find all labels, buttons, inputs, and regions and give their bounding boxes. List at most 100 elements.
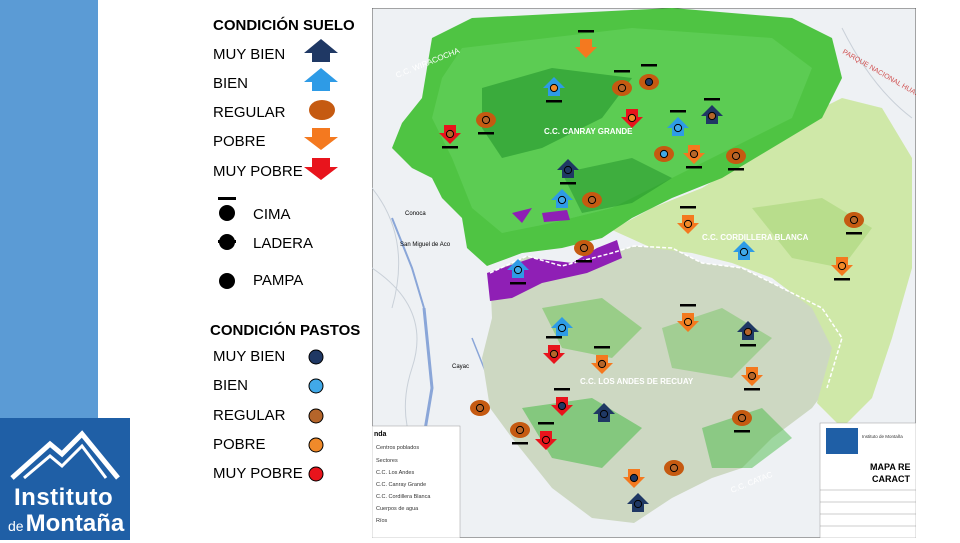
condition-marker (593, 403, 615, 422)
condition-marker (557, 159, 579, 185)
suelo-legend-label: BIEN (213, 75, 249, 92)
pastos-legend-label: REGULAR (213, 407, 286, 424)
suelo-legend-label: POBRE (213, 133, 266, 150)
cima-bar-icon (680, 206, 696, 209)
condition-marker (535, 422, 557, 450)
ladera-bar-icon (728, 168, 744, 171)
pasto-dot-icon (737, 413, 747, 423)
pastos-legend-label: POBRE (213, 436, 266, 453)
posicion-legend-label: PAMPA (253, 272, 304, 289)
condition-marker (551, 317, 573, 336)
map-legend-row: C.C. Canray Grande (376, 482, 426, 488)
map-legend-row: Centros poblados (376, 445, 419, 451)
pastos-legend-symbols (308, 349, 324, 482)
condition-marker (654, 146, 674, 162)
ladera-bar-icon (560, 182, 576, 185)
map-title: MAPA RE (870, 462, 911, 472)
condition-marker (582, 192, 602, 208)
ladera-bar-icon (686, 166, 702, 169)
pasto-dot-icon (747, 371, 757, 381)
pasto-dot-icon (557, 323, 567, 333)
dot-icon (308, 349, 324, 365)
posicion-legend-label: CIMA (253, 206, 291, 223)
condition-marker (737, 321, 759, 347)
condition-marker (732, 410, 752, 433)
condition-marker (574, 240, 594, 263)
pasto-dot-icon (597, 359, 607, 369)
ladera-bar-icon (576, 260, 592, 263)
pasto-dot-icon (743, 327, 753, 337)
cima-bar-icon (538, 422, 554, 425)
pastos-legend-label: BIEN (213, 377, 249, 394)
dot-icon (308, 466, 324, 482)
condition-marker (677, 206, 699, 234)
map-legend-row: Ríos (376, 518, 388, 524)
ladera-bar-icon (512, 442, 528, 445)
logo-text-montana: deMontaña (8, 510, 125, 537)
map-inst-label: Instituto de Montaña (862, 434, 903, 439)
logo-text-instituto: Instituto (14, 484, 114, 511)
map-legend-row: C.C. Los Andes (376, 470, 414, 476)
pasto-dot-icon (644, 77, 654, 87)
arrow-down-icon (304, 128, 338, 150)
map-label-cordillera: C.C. CORDILLERA BLANCA (702, 233, 809, 242)
map-canvas: C.C. WIRACOCHA PARQUE NACIONAL HUASCARÁN… (371, 7, 943, 539)
condition-marker (543, 336, 565, 364)
pasto-dot-icon (669, 463, 679, 473)
cima-bar-icon (546, 336, 562, 339)
pastos-legend-label: MUY BIEN (213, 348, 286, 365)
ladera-bar-icon (734, 430, 750, 433)
bar-icon (218, 197, 236, 200)
pasto-dot-icon (683, 317, 693, 327)
condition-marker (701, 98, 723, 124)
pasto-dot-icon (617, 83, 627, 93)
condition-marker (621, 109, 643, 128)
pasto-dot-icon (549, 349, 559, 359)
pasto-dot-icon (849, 215, 859, 225)
condition-markers (439, 30, 864, 512)
ladera-bar-icon (834, 278, 850, 281)
map-label-conoca: Conoca (405, 211, 426, 217)
dot-icon (219, 273, 235, 289)
pasto-dot-icon (587, 195, 597, 205)
condition-marker (726, 148, 746, 171)
ladera-bar-icon (740, 344, 756, 347)
condition-marker (677, 304, 699, 332)
pasto-dot-icon (633, 499, 643, 509)
condition-marker (639, 64, 659, 90)
arrow-up-icon (304, 68, 338, 91)
dot-icon (219, 205, 235, 221)
cima-bar-icon (680, 304, 696, 307)
pastos-legend-title: CONDICIÓN PASTOS (210, 322, 361, 339)
pasto-dot-icon (549, 83, 559, 93)
map-label-sanmiguel: San Miguel de Aco (400, 242, 451, 248)
cima-bar-icon (594, 346, 610, 349)
dot-icon (308, 437, 324, 453)
pasto-dot-icon (837, 261, 847, 271)
pasto-dot-icon (683, 219, 693, 229)
ladera-bar-icon (744, 388, 760, 391)
cima-bar-icon (704, 98, 720, 101)
arrow-up-icon (304, 39, 338, 62)
pasto-dot-icon (731, 151, 741, 161)
condition-marker (683, 145, 705, 169)
arrow-down-icon (304, 158, 338, 180)
dot-icon (308, 408, 324, 424)
condition-marker (627, 493, 649, 512)
suelo-legend-label: MUY POBRE (213, 163, 303, 180)
mountain-icon (10, 430, 120, 480)
condition-marker (476, 112, 496, 135)
condition-marker (623, 469, 645, 488)
pasto-dot-icon (563, 165, 573, 175)
pasto-dot-icon (475, 403, 485, 413)
pasto-dot-icon (445, 129, 455, 139)
pasto-dot-icon (481, 115, 491, 125)
dot-icon (308, 378, 324, 394)
circle-icon (309, 100, 335, 120)
cima-bar-icon (670, 110, 686, 113)
map-label-andes: C.C. LOS ANDES DE RECUAY (580, 377, 694, 386)
pasto-dot-icon (673, 123, 683, 133)
arrow-down-icon (575, 39, 597, 58)
condition-marker (844, 212, 864, 235)
map-subtitle: CARACT (872, 474, 910, 484)
